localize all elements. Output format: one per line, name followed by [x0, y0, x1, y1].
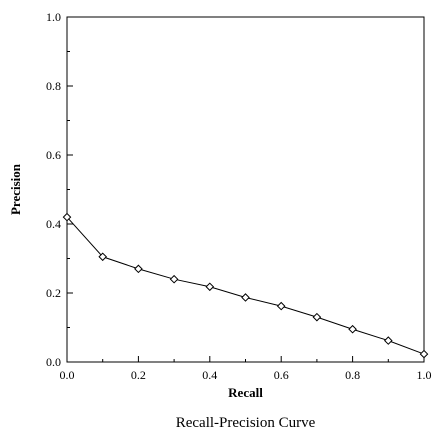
data-point-marker — [419, 349, 429, 359]
x-tick-label: 0.0 — [60, 368, 75, 382]
data-point-marker — [134, 264, 143, 274]
series-line — [66, 216, 425, 355]
x-tick-label: 0.2 — [131, 368, 146, 382]
x-tick-label: 1.0 — [417, 368, 432, 382]
series-layer — [62, 212, 429, 359]
y-tick-label: 0.8 — [46, 79, 61, 93]
x-axis-ticks: 0.0 0.2 0.4 0.6 0.8 1.0 — [60, 356, 432, 382]
data-point-marker — [98, 252, 108, 262]
y-tick-label: 0.2 — [46, 286, 61, 300]
x-axis-title: Recall — [228, 385, 263, 400]
x-tick-label: 0.8 — [345, 368, 360, 382]
y-tick-label: 0.4 — [46, 217, 61, 231]
data-point-marker — [241, 293, 250, 302]
data-point-marker — [312, 312, 322, 322]
x-tick-label: 0.4 — [202, 368, 217, 382]
y-axis-title: Precision — [8, 163, 23, 215]
y-tick-label: 0.0 — [46, 355, 61, 369]
data-point-marker — [276, 301, 286, 311]
data-point-marker — [205, 282, 215, 292]
chart-caption: Recall-Precision Curve — [176, 415, 316, 431]
data-point-marker — [383, 336, 393, 345]
x-tick-label: 0.6 — [274, 368, 289, 382]
y-tick-label: 0.6 — [46, 148, 61, 162]
data-point-marker — [348, 324, 357, 334]
plot-frame — [66, 16, 425, 363]
y-axis-ticks: 0.0 0.2 0.4 0.6 0.8 1.0 — [46, 10, 73, 369]
data-point-marker — [169, 274, 179, 284]
data-point-marker — [62, 212, 72, 222]
y-tick-label: 1.0 — [46, 10, 61, 24]
